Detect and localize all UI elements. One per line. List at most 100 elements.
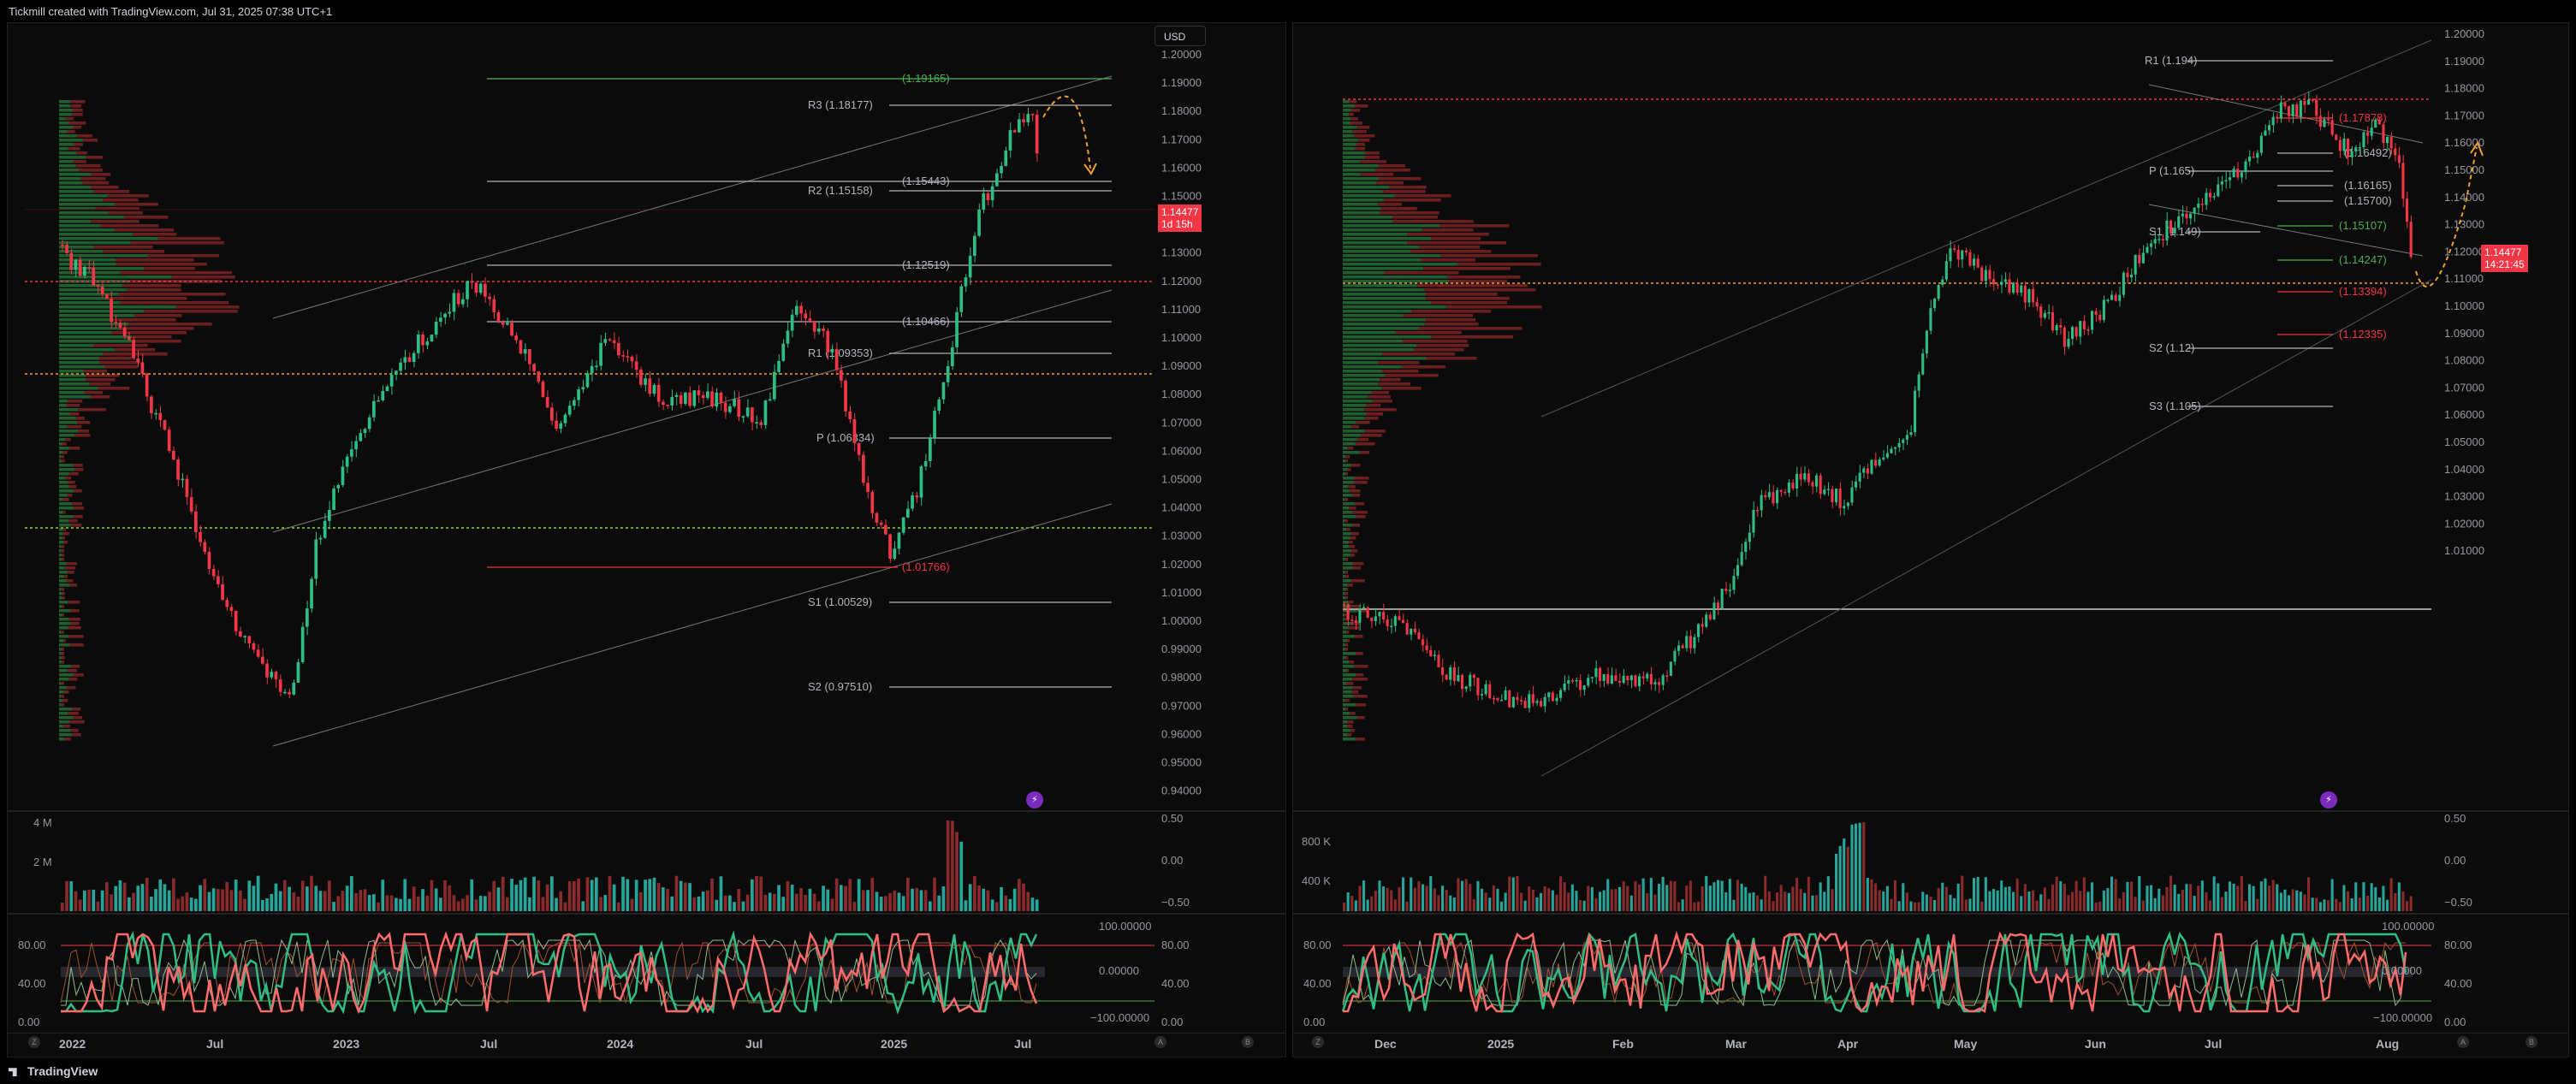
oscillator-right-tick: 100.00000 <box>1099 920 1151 933</box>
volume-bar <box>1764 875 1767 911</box>
candle-body <box>83 266 86 276</box>
volume-profile-bar <box>1343 181 1377 185</box>
volume-profile-bar <box>59 699 63 702</box>
volume-bar <box>1026 891 1030 911</box>
volume-profile-bar <box>1343 511 1353 514</box>
candle-body <box>968 256 972 278</box>
volume-profile-bar <box>1419 246 1481 249</box>
volume-profile-bar <box>144 310 238 313</box>
candle-body <box>1835 489 1838 502</box>
volume-profile-bar <box>1343 536 1350 540</box>
candle-body <box>265 663 269 678</box>
volume-bar <box>87 889 91 911</box>
volume-profile-bar <box>1364 429 1386 433</box>
volume-profile-bar <box>1354 104 1368 108</box>
candle-body <box>1504 690 1507 701</box>
volume-bar <box>2248 884 2252 911</box>
volume-bar <box>1508 876 1511 911</box>
candle-body <box>1370 617 1374 622</box>
volume-profile-bar <box>59 609 71 613</box>
volume-profile-bar <box>59 237 158 240</box>
corner-button-b[interactable]: B <box>1242 1036 1254 1048</box>
volume-profile-bar <box>1440 254 1538 258</box>
lightning-icon[interactable]: ⚡ <box>1026 791 1043 809</box>
volume-bar <box>1685 886 1689 911</box>
candle-body <box>1555 697 1558 702</box>
corner-button-z[interactable]: Z <box>28 1036 40 1048</box>
candle-body <box>2086 329 2090 331</box>
volume-bar <box>194 898 198 911</box>
left-chart-panel[interactable]: 1.20000 1.19000 1.18000 1.17000 1.16000 1.150… <box>7 22 1286 1057</box>
candle-body <box>2264 130 2267 136</box>
candle-body <box>1728 589 1731 591</box>
candle-body <box>1843 506 1846 509</box>
candle-body <box>1669 661 1672 676</box>
volume-profile-bar <box>1343 258 1422 262</box>
candle-body <box>2134 254 2137 275</box>
volume-bar <box>114 886 118 911</box>
volume-profile-bar <box>1352 562 1364 566</box>
volume-bar <box>1744 886 1748 911</box>
candle-body <box>211 569 216 577</box>
volume-profile-bar <box>59 284 123 287</box>
volume-bar <box>1610 889 1613 911</box>
volume-bar <box>385 895 389 911</box>
right-chart-canvas[interactable]: 1.200001.190001.180001.170001.160001.150… <box>1293 23 2569 1057</box>
pivot-level-label: S2 (0.97510) <box>808 680 872 693</box>
volume-bar <box>2229 881 2232 911</box>
volume-profile-bar <box>59 134 78 138</box>
candle-body <box>1535 701 1539 703</box>
volume-bar <box>834 878 839 911</box>
candle-body <box>1018 119 1021 133</box>
corner-button-a[interactable]: A <box>2457 1036 2469 1048</box>
volume-bar <box>2354 882 2358 911</box>
volume-profile-bar <box>175 305 240 309</box>
last-price-tag: 1.14477 14:21:45 <box>2481 245 2528 272</box>
volume-profile-bar <box>1343 348 1414 352</box>
candle-body <box>1422 639 1425 646</box>
candle-body <box>1634 675 1637 687</box>
volume-profile-bar <box>59 327 120 330</box>
volume-bar <box>2032 890 2035 911</box>
corner-button-b[interactable]: B <box>2526 1036 2537 1048</box>
candle-body <box>288 691 291 695</box>
volume-bar <box>69 880 74 911</box>
volume-profile-bar <box>1343 733 1348 737</box>
corner-button-z[interactable]: Z <box>1312 1036 1324 1048</box>
candle-body <box>866 483 870 493</box>
volume-profile-bar <box>59 404 67 407</box>
volume-profile-bar <box>1343 335 1432 339</box>
volume-right-axis-tick: 0.00 <box>1161 854 1183 867</box>
volume-profile-bar <box>1343 695 1354 698</box>
volume-bar <box>1531 889 1534 911</box>
right-chart-panel[interactable]: 1.20000 1.19000 1.18000 1.17000 1.16000 1.150… <box>1292 22 2569 1057</box>
volume-profile-bar <box>98 357 133 360</box>
volume-bar <box>2291 889 2294 911</box>
left-chart-canvas[interactable]: 1.200001.190001.180001.170001.160001.150… <box>8 23 1286 1057</box>
volume-profile-bar <box>1431 301 1507 305</box>
volume-profile-bar <box>115 203 158 206</box>
candle-body <box>951 347 954 366</box>
lightning-icon[interactable]: ⚡ <box>2320 791 2337 809</box>
oscillator-right-tick: −100.00000 <box>1090 1011 1149 1024</box>
candle-body <box>1429 649 1433 656</box>
currency-button[interactable]: USD <box>1154 26 1206 46</box>
corner-button-a[interactable]: A <box>1154 1036 1166 1048</box>
volume-bar <box>2330 879 2334 911</box>
time-axis-tick: 2023 <box>333 1037 359 1051</box>
candle-body <box>194 511 198 532</box>
volume-bar <box>176 898 180 911</box>
volume-bar <box>759 876 763 911</box>
oscillator-right-tick: 0.00 <box>2444 1016 2466 1028</box>
candle-body <box>2323 119 2326 127</box>
candle-body <box>2114 294 2117 301</box>
volume-profile-bar <box>1350 121 1362 125</box>
volume-profile-bar <box>1355 737 1365 741</box>
candle-body <box>1784 491 1787 494</box>
volume-profile-bar <box>1356 673 1364 677</box>
tradingview-logo[interactable]: TradingView <box>9 1064 98 1078</box>
volume-profile-bar <box>59 703 62 707</box>
volume-profile-bar <box>1367 395 1391 399</box>
candle-body <box>69 252 74 270</box>
volume-profile-bar <box>1343 609 1357 613</box>
